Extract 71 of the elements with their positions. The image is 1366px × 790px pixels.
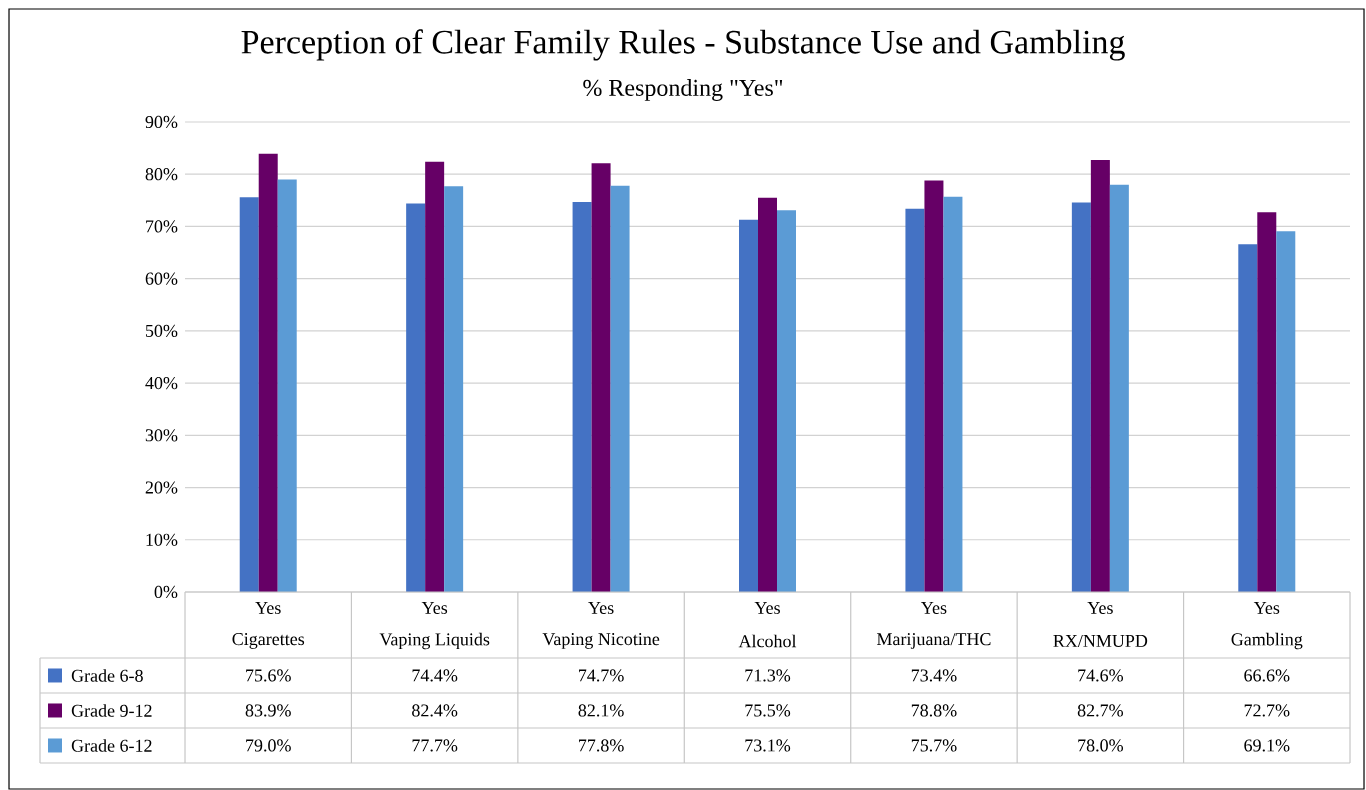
y-tick-label: 30% xyxy=(145,429,178,442)
text: Yes xyxy=(255,602,281,614)
data-label: 75.6% xyxy=(246,669,291,682)
bar xyxy=(277,179,297,592)
text: Yes xyxy=(421,602,448,614)
bar xyxy=(591,163,611,592)
bar xyxy=(739,219,758,592)
bar xyxy=(758,197,777,592)
data-label: 74.4% xyxy=(412,669,458,682)
data-label: 77.8% xyxy=(579,739,624,752)
data-label: 77.7% xyxy=(412,739,458,752)
text: Yes xyxy=(754,602,780,614)
x-tick-label: RX/NMUPD xyxy=(1053,634,1148,648)
data-label: 73.4% xyxy=(911,669,957,682)
y-tick-label: 80% xyxy=(145,168,178,181)
bar xyxy=(943,196,963,592)
y-tick-label: 0% xyxy=(154,585,178,599)
bar xyxy=(444,186,464,592)
y-tick-label: 60% xyxy=(145,272,178,285)
bar xyxy=(406,203,426,592)
data-label: 82.4% xyxy=(412,704,458,717)
data-label: 74.6% xyxy=(1078,669,1124,682)
legend-label: Grade 6-12 xyxy=(71,739,152,752)
y-tick-label: 40% xyxy=(145,376,178,390)
y-tick-label: 70% xyxy=(146,220,178,233)
data-label: 78.8% xyxy=(911,704,957,717)
x-tick-label: Alcohol xyxy=(738,634,797,648)
data-label: 71.3% xyxy=(745,669,791,682)
text: Yes xyxy=(921,602,947,614)
data-label: 82.7% xyxy=(1077,704,1124,717)
bar xyxy=(1238,244,1258,592)
data-label: 78.0% xyxy=(1078,739,1124,752)
bar xyxy=(905,208,925,592)
bar xyxy=(239,197,259,592)
y-tick-label: 20% xyxy=(145,481,178,494)
data-label: 69.1% xyxy=(1244,739,1290,752)
chart-subtitle: % Responding "Yes" xyxy=(583,79,783,101)
chart-title: Perception of Clear Family Rules - Substance Use and Gambling xyxy=(241,29,1125,61)
data-label: 82.1% xyxy=(578,704,624,717)
data-label: 73.1% xyxy=(745,739,791,752)
y-tick-label: 50% xyxy=(145,324,178,337)
data-label: 75.7% xyxy=(911,739,957,752)
legend-label: Grade 9-12 xyxy=(71,704,152,717)
data-label: 74.7% xyxy=(579,669,624,682)
bar xyxy=(1071,202,1091,592)
x-tick-label: Vaping Liquids xyxy=(379,632,490,650)
bar xyxy=(1109,184,1129,592)
bar xyxy=(572,201,592,592)
y-tick-label: 90% xyxy=(145,115,178,129)
text: Yes xyxy=(1253,602,1280,614)
data-label: 75.5% xyxy=(745,704,791,717)
bar xyxy=(924,180,944,592)
bar xyxy=(610,185,630,592)
bar xyxy=(1257,212,1277,592)
x-tick-label: Gambling xyxy=(1231,632,1303,650)
x-tick-label: Cigarettes xyxy=(232,633,305,649)
text: Yes xyxy=(1087,602,1113,614)
y-tick-label: 10% xyxy=(146,533,178,546)
x-tick-label: Marijuana/THC xyxy=(876,633,991,649)
data-label: 79.0% xyxy=(246,739,291,752)
bar xyxy=(1090,160,1110,592)
data-label: 72.7% xyxy=(1244,704,1290,717)
data-label: 83.9% xyxy=(245,704,291,717)
data-label: 66.6% xyxy=(1244,669,1290,682)
bar xyxy=(425,161,445,592)
legend-label: Grade 6-8 xyxy=(71,669,143,682)
bar xyxy=(777,210,796,592)
x-tick-label: Vaping Nicotine xyxy=(542,633,660,649)
text: Yes xyxy=(588,602,614,614)
bar xyxy=(258,153,278,592)
bar xyxy=(1276,231,1296,592)
